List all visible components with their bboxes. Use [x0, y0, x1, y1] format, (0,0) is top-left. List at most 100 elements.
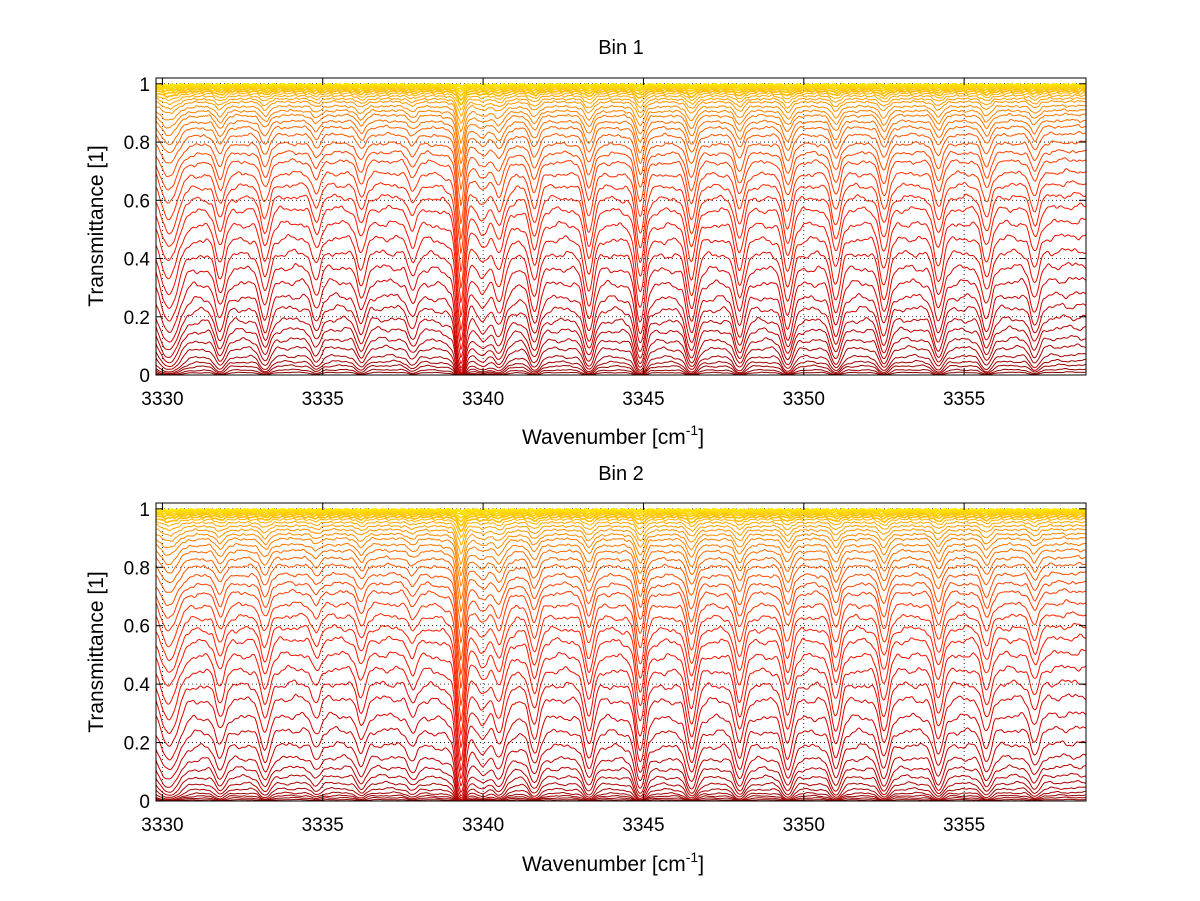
bin-1-series-11: [156, 291, 1086, 369]
bin-2-series-7: [156, 772, 1086, 801]
bin-2-ytick-label-0: 0: [139, 792, 150, 813]
bin-1-xtick-label-4: 3350: [783, 389, 825, 410]
bin-1-series-14: [156, 247, 1086, 351]
bin-2-series-1: [156, 798, 1086, 801]
bin-2-xlabel-main: Wavenumber [cm: [522, 853, 686, 876]
bin-2-series-18: [156, 622, 1086, 736]
bin-2-xlabel-end: ]: [698, 853, 704, 876]
bin-2-series-30: [156, 527, 1086, 565]
bin-2-series-28: [156, 536, 1086, 587]
bin-1-series-22: [156, 149, 1086, 240]
bin-2-series-11: [156, 725, 1086, 797]
bin-1-axes-box: [155, 77, 1087, 376]
bin-1-title: Bin 1: [598, 37, 644, 59]
bin-1-ytick-label-5: 1: [139, 75, 150, 96]
bin-1-series-24: [156, 131, 1086, 207]
bin-2-series-25: [156, 555, 1086, 628]
bin-2-title: Bin 2: [598, 463, 644, 485]
bin-2-series-19: [156, 611, 1086, 722]
bin-2-series-15: [156, 664, 1086, 772]
bin-2-series-21: [156, 588, 1086, 689]
bin-2-series-26: [156, 548, 1086, 613]
bin-2-series-32: [156, 520, 1086, 546]
bin-2-xtick-label-3: 3345: [622, 815, 664, 836]
bin-2-series-23: [156, 571, 1086, 661]
bin-1-series-30: [156, 99, 1086, 133]
bin-1-xlabel: Wavenumber [cm-1]: [522, 422, 704, 449]
bin-2-ytick-label-5: 1: [139, 500, 150, 521]
bin-1-series-16: [156, 217, 1086, 331]
bin-2-series-3: [156, 794, 1086, 801]
bin-2-series-33: [156, 517, 1086, 539]
bin-1-series-29: [156, 104, 1086, 144]
bin-2-series-24: [156, 561, 1086, 644]
bin-1-series-12: [156, 277, 1086, 365]
bin-1-series-27: [156, 112, 1086, 165]
bin-1-series-40: [156, 83, 1086, 88]
bin-1-ytick-label-2: 0.4: [124, 250, 151, 271]
bin-1-series-5: [156, 353, 1086, 375]
bin-2-series-2: [156, 796, 1086, 801]
bin-1-xlabel-main: Wavenumber [cm: [522, 426, 686, 449]
bin-2-series-34: [156, 515, 1086, 533]
bin-1-series-36: [156, 86, 1086, 97]
bin-1-plot-area: [156, 78, 1086, 375]
bin-2-series-8: [156, 763, 1086, 801]
bin-1-ytick-label-3: 0.6: [124, 191, 150, 212]
bin-1-xlabel-end: ]: [698, 426, 704, 449]
bin-1-series-25: [156, 124, 1086, 191]
bin-1-ytick-label-0: 0: [139, 366, 150, 387]
bin-1-ytick-label-1: 0.2: [124, 308, 150, 329]
bin-1-series-21: [156, 157, 1086, 254]
bin-1-series-28: [156, 108, 1086, 155]
bin-1-series-19: [156, 180, 1086, 289]
bin-2-series-35: [156, 512, 1086, 527]
bin-2-series-10: [156, 740, 1086, 799]
bin-1-series-23: [156, 140, 1086, 225]
bin-2-series-29: [156, 532, 1086, 577]
bin-2-series-group: [156, 508, 1086, 801]
bin-1-xtick-label-1: 3335: [302, 389, 344, 410]
bin-2-axes-box: [155, 502, 1087, 802]
bin-2-series-12: [156, 711, 1086, 793]
bin-2-xtick-label-1: 3335: [302, 815, 344, 836]
bin-1-series-31: [156, 97, 1086, 124]
bin-2-series-14: [156, 679, 1086, 780]
bin-1-series-13: [156, 262, 1086, 358]
bin-1-series-20: [156, 168, 1086, 272]
bin-1-series-8: [156, 324, 1086, 374]
bin-2-ytick-label-3: 0.6: [124, 617, 150, 638]
bin-2-series-17: [156, 633, 1086, 749]
bin-1-series-33: [156, 91, 1086, 111]
bin-2-series-16: [156, 648, 1086, 762]
bin-1-xtick-label-0: 3330: [141, 389, 183, 410]
bin-1-ytick-label-4: 0.8: [124, 133, 150, 154]
bin-2-series-27: [156, 541, 1086, 600]
bin-1-series-group: [156, 83, 1086, 375]
bin-1-series-6: [156, 343, 1086, 375]
bin-1-panel: 3330 3335 3340 3345 3350 3355 0 0.2 0.4 0.6 0.8 1 B…: [85, 37, 1087, 449]
bin-1-series-3: [156, 363, 1086, 375]
bin-1-series-32: [156, 93, 1086, 117]
bin-1-series-35: [156, 87, 1086, 101]
bin-2-ytick-label-4: 0.8: [124, 558, 150, 579]
bin-1-series-2: [156, 368, 1086, 375]
bin-2-xlabel: Wavenumber [cm-1]: [522, 849, 704, 876]
bin-2-series-6: [156, 780, 1086, 801]
bin-1-series-15: [156, 233, 1086, 342]
bin-2-xtick-label-5: 3355: [943, 815, 985, 836]
bin-1-series-34: [156, 89, 1086, 106]
bin-1-ticks: 3330 3335 3340 3345 3350 3355 0 0.2 0.4 0.6 0.8 1: [124, 75, 1086, 410]
bin-1-xtick-label-5: 3355: [943, 389, 985, 410]
bin-2-series-40: [156, 508, 1086, 513]
bin-2-series-36: [156, 511, 1086, 523]
bin-2-ticks: 3330 3335 3340 3345 3350 3355 0 0.2 0.4 0.6 0.8 1: [124, 500, 1086, 836]
bin-2-series-13: [156, 693, 1086, 787]
bin-2-ylabel: Transmittance [1]: [85, 571, 108, 732]
bin-1-xtick-label-2: 3340: [462, 389, 504, 410]
bin-2-xtick-label-0: 3330: [141, 815, 183, 836]
bin-2-series-22: [156, 580, 1086, 676]
bin-1-series-1: [156, 371, 1086, 375]
bin-2-series-9: [156, 753, 1086, 801]
bin-2-xtick-label-4: 3350: [783, 815, 825, 836]
